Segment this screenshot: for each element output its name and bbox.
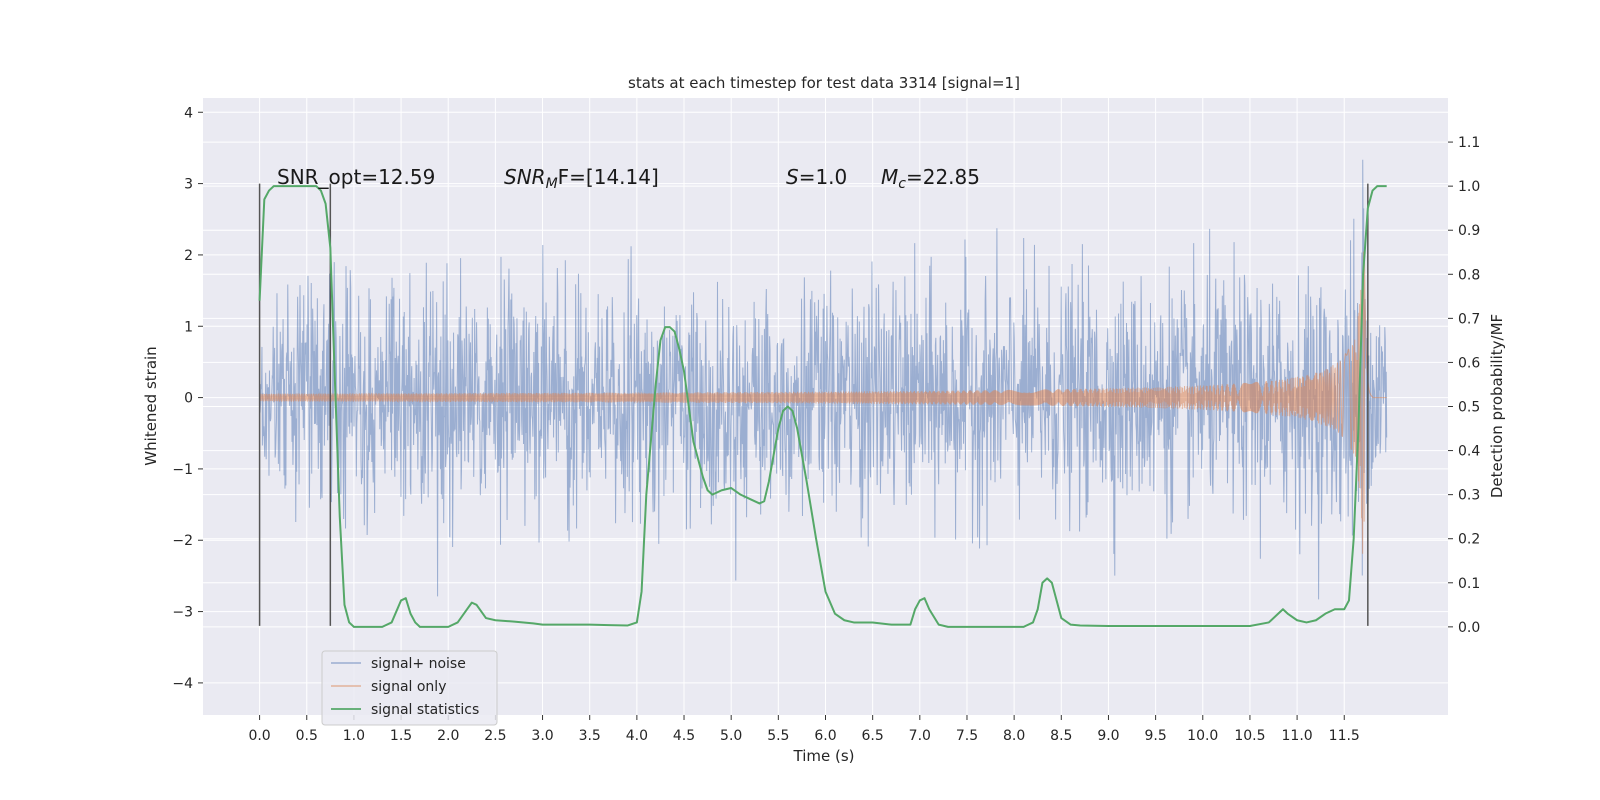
legend-label-signal-only: signal only	[371, 679, 446, 695]
annotation-s-label: S	[786, 165, 799, 189]
y-right-tick-label: 0.3	[1458, 488, 1480, 504]
y-left-tick-label: 0	[184, 391, 193, 407]
x-tick-label: 6.0	[814, 728, 836, 744]
x-tick-label: 10.5	[1234, 728, 1265, 744]
legend-label-signal-statistics: signal statistics	[371, 702, 479, 718]
y-right-tick-label: 0.4	[1458, 444, 1480, 460]
y-right-tick-label: 0.9	[1458, 223, 1480, 239]
x-tick-label: 9.0	[1097, 728, 1119, 744]
y-left-tick-label: −3	[172, 605, 193, 621]
chart-title: stats at each timestep for test data 331…	[628, 74, 1020, 92]
line-signal-statistics	[258, 185, 1387, 628]
y-left-tick-label: 4	[184, 105, 193, 121]
x-tick-label: 9.5	[1144, 728, 1166, 744]
y-right-axis-ticks: 1.1 1.0 0.9 0.8 0.7 0.6 0.5 0.4 0.3 0.2 0.1 0.0	[1448, 135, 1480, 636]
annotation-s-value: =1.0	[799, 165, 848, 189]
x-tick-label: 10.0	[1187, 728, 1218, 744]
y-left-axis-label: Whitened strain	[142, 346, 160, 465]
y-left-tick-label: −2	[172, 533, 193, 549]
x-tick-label: 6.5	[862, 728, 884, 744]
x-tick-label: 1.0	[343, 728, 365, 744]
series-signal-statistics	[258, 185, 1387, 628]
annotation-snr-opt: SNR_opt=12.59	[277, 165, 435, 189]
y-left-tick-label: −1	[172, 462, 193, 478]
y-right-tick-label: 0.1	[1458, 576, 1480, 592]
x-tick-label: 8.0	[1003, 728, 1025, 744]
y-right-tick-label: 0.0	[1458, 620, 1480, 636]
y-left-tick-label: 1	[184, 319, 193, 335]
y-right-tick-label: 0.7	[1458, 311, 1480, 327]
x-tick-label: 7.5	[956, 728, 978, 744]
x-axis-label: Time (s)	[793, 747, 855, 765]
x-tick-label: 0.0	[248, 728, 270, 744]
annotation-mc-label: M	[881, 165, 898, 189]
x-tick-label: 11.0	[1282, 728, 1313, 744]
annotation-mc-value: =22.85	[906, 165, 980, 189]
series-signal-only	[259, 251, 1387, 554]
x-tick-label: 4.5	[673, 728, 695, 744]
legend-box	[321, 650, 498, 726]
y-left-tick-label: −4	[172, 676, 193, 692]
y-left-tick-label: 2	[184, 248, 193, 264]
y-right-tick-label: 1.1	[1458, 135, 1480, 151]
y-right-tick-label: 0.8	[1458, 267, 1480, 283]
legend: signal+ noise signal only signal statist…	[321, 650, 498, 726]
x-tick-label: 5.0	[720, 728, 742, 744]
annotation-snr-mf-rest: F=[14.14]	[558, 165, 659, 189]
x-tick-label: 1.5	[390, 728, 412, 744]
x-tick-label: 3.0	[531, 728, 553, 744]
legend-label-signal-noise: signal+ noise	[371, 656, 466, 672]
y-right-tick-label: 1.0	[1458, 179, 1480, 195]
x-tick-label: 3.5	[579, 728, 601, 744]
y-right-axis-label: Detection probability/MF	[1488, 314, 1506, 498]
annotation-mc: Mc=22.85	[881, 165, 980, 192]
y-right-tick-label: 0.5	[1458, 400, 1480, 416]
x-tick-label: 4.0	[626, 728, 648, 744]
x-axis-ticks: 0.0 0.5 1.0 1.5 2.0 2.5 3.0 3.5 4.0 4.5 5.0 5.5 6.0 6…	[248, 715, 1360, 744]
y-right-tick-label: 0.2	[1458, 532, 1480, 548]
x-tick-label: 7.0	[909, 728, 931, 744]
y-left-tick-label: 3	[184, 177, 193, 193]
annotation-s: S=1.0	[786, 165, 847, 189]
x-tick-label: 5.5	[767, 728, 789, 744]
x-tick-label: 2.0	[437, 728, 459, 744]
annotation-snr-mf-main: SNR	[504, 165, 546, 189]
annotation-snr-mf-sub: M	[546, 176, 558, 192]
y-right-tick-label: 0.6	[1458, 355, 1480, 371]
annotation-snr-mf: SNRMF=[14.14]	[504, 165, 659, 192]
x-tick-label: 8.5	[1050, 728, 1072, 744]
line-signal-only	[259, 251, 1387, 554]
x-tick-label: 0.5	[296, 728, 318, 744]
annotation-mc-sub: c	[898, 176, 906, 192]
x-tick-label: 11.5	[1329, 728, 1360, 744]
y-left-axis-ticks: 4 3 2 1 0 −1 −2 −3 −4	[172, 105, 203, 692]
x-tick-label: 2.5	[484, 728, 506, 744]
